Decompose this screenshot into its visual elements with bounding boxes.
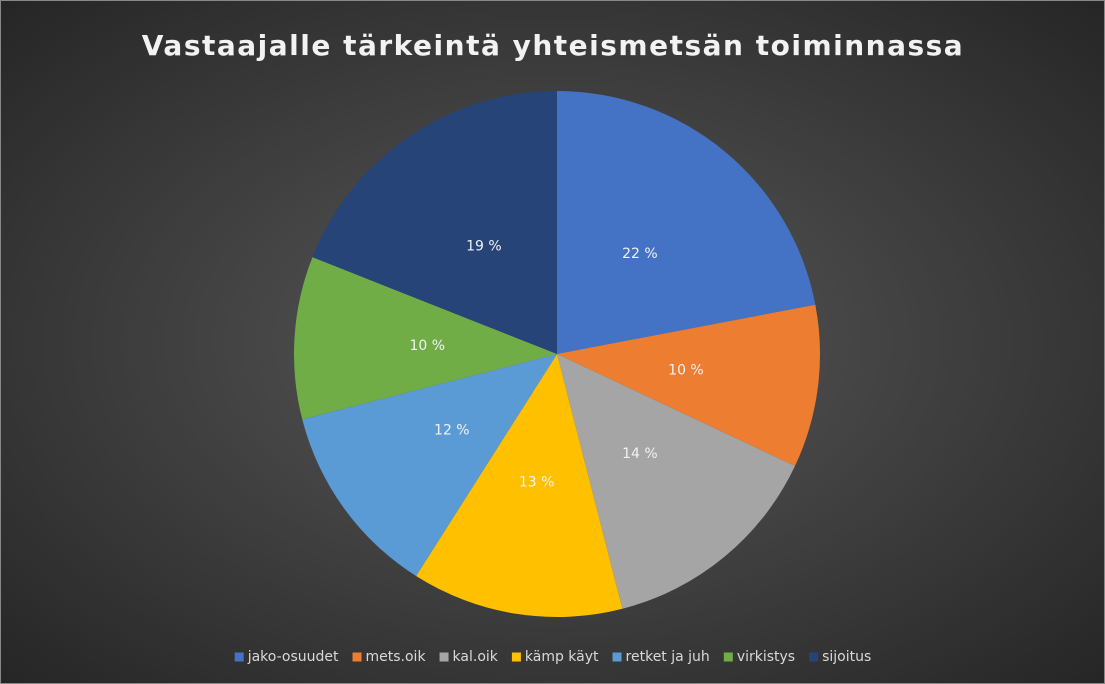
legend-label: mets.oik xyxy=(366,649,427,665)
legend: jako-osuudet mets.oik kal.oik kämp käyt retk… xyxy=(234,649,871,665)
legend-marker xyxy=(723,652,733,662)
data-label: 10 % xyxy=(668,362,704,378)
legend-label: sijoitus xyxy=(822,649,871,665)
pie-slice xyxy=(557,354,795,609)
legend-label: jako-osuudet xyxy=(247,649,339,665)
data-label: 12 % xyxy=(434,422,470,438)
legend-marker xyxy=(612,652,622,662)
legend-label: kämp käyt xyxy=(525,649,599,665)
legend-marker xyxy=(352,652,362,662)
data-label: 19 % xyxy=(466,238,502,254)
legend-marker xyxy=(439,652,449,662)
legend-label: kal.oik xyxy=(453,649,499,665)
pie-slice xyxy=(557,304,820,466)
legend-marker xyxy=(511,652,521,662)
legend-marker xyxy=(234,652,244,662)
pie-slice xyxy=(294,257,557,420)
pie-slice xyxy=(312,91,557,354)
pie-slice xyxy=(557,91,816,354)
legend-marker xyxy=(809,652,819,662)
legend-label: virkistys xyxy=(737,649,795,665)
data-label: 10 % xyxy=(409,338,445,354)
data-label: 14 % xyxy=(622,446,658,462)
data-label: 13 % xyxy=(519,474,555,490)
pie: 22 % 10 % 14 % 13 % 12 % 10 % 19 % xyxy=(294,91,820,617)
chart-title: Vastaajalle tärkeintä yhteismetsän toimi… xyxy=(142,29,964,62)
data-label: 22 % xyxy=(622,246,658,262)
pie-slice xyxy=(302,354,557,577)
pie-slice xyxy=(416,354,623,617)
legend-label: retket ja juh xyxy=(626,649,710,665)
